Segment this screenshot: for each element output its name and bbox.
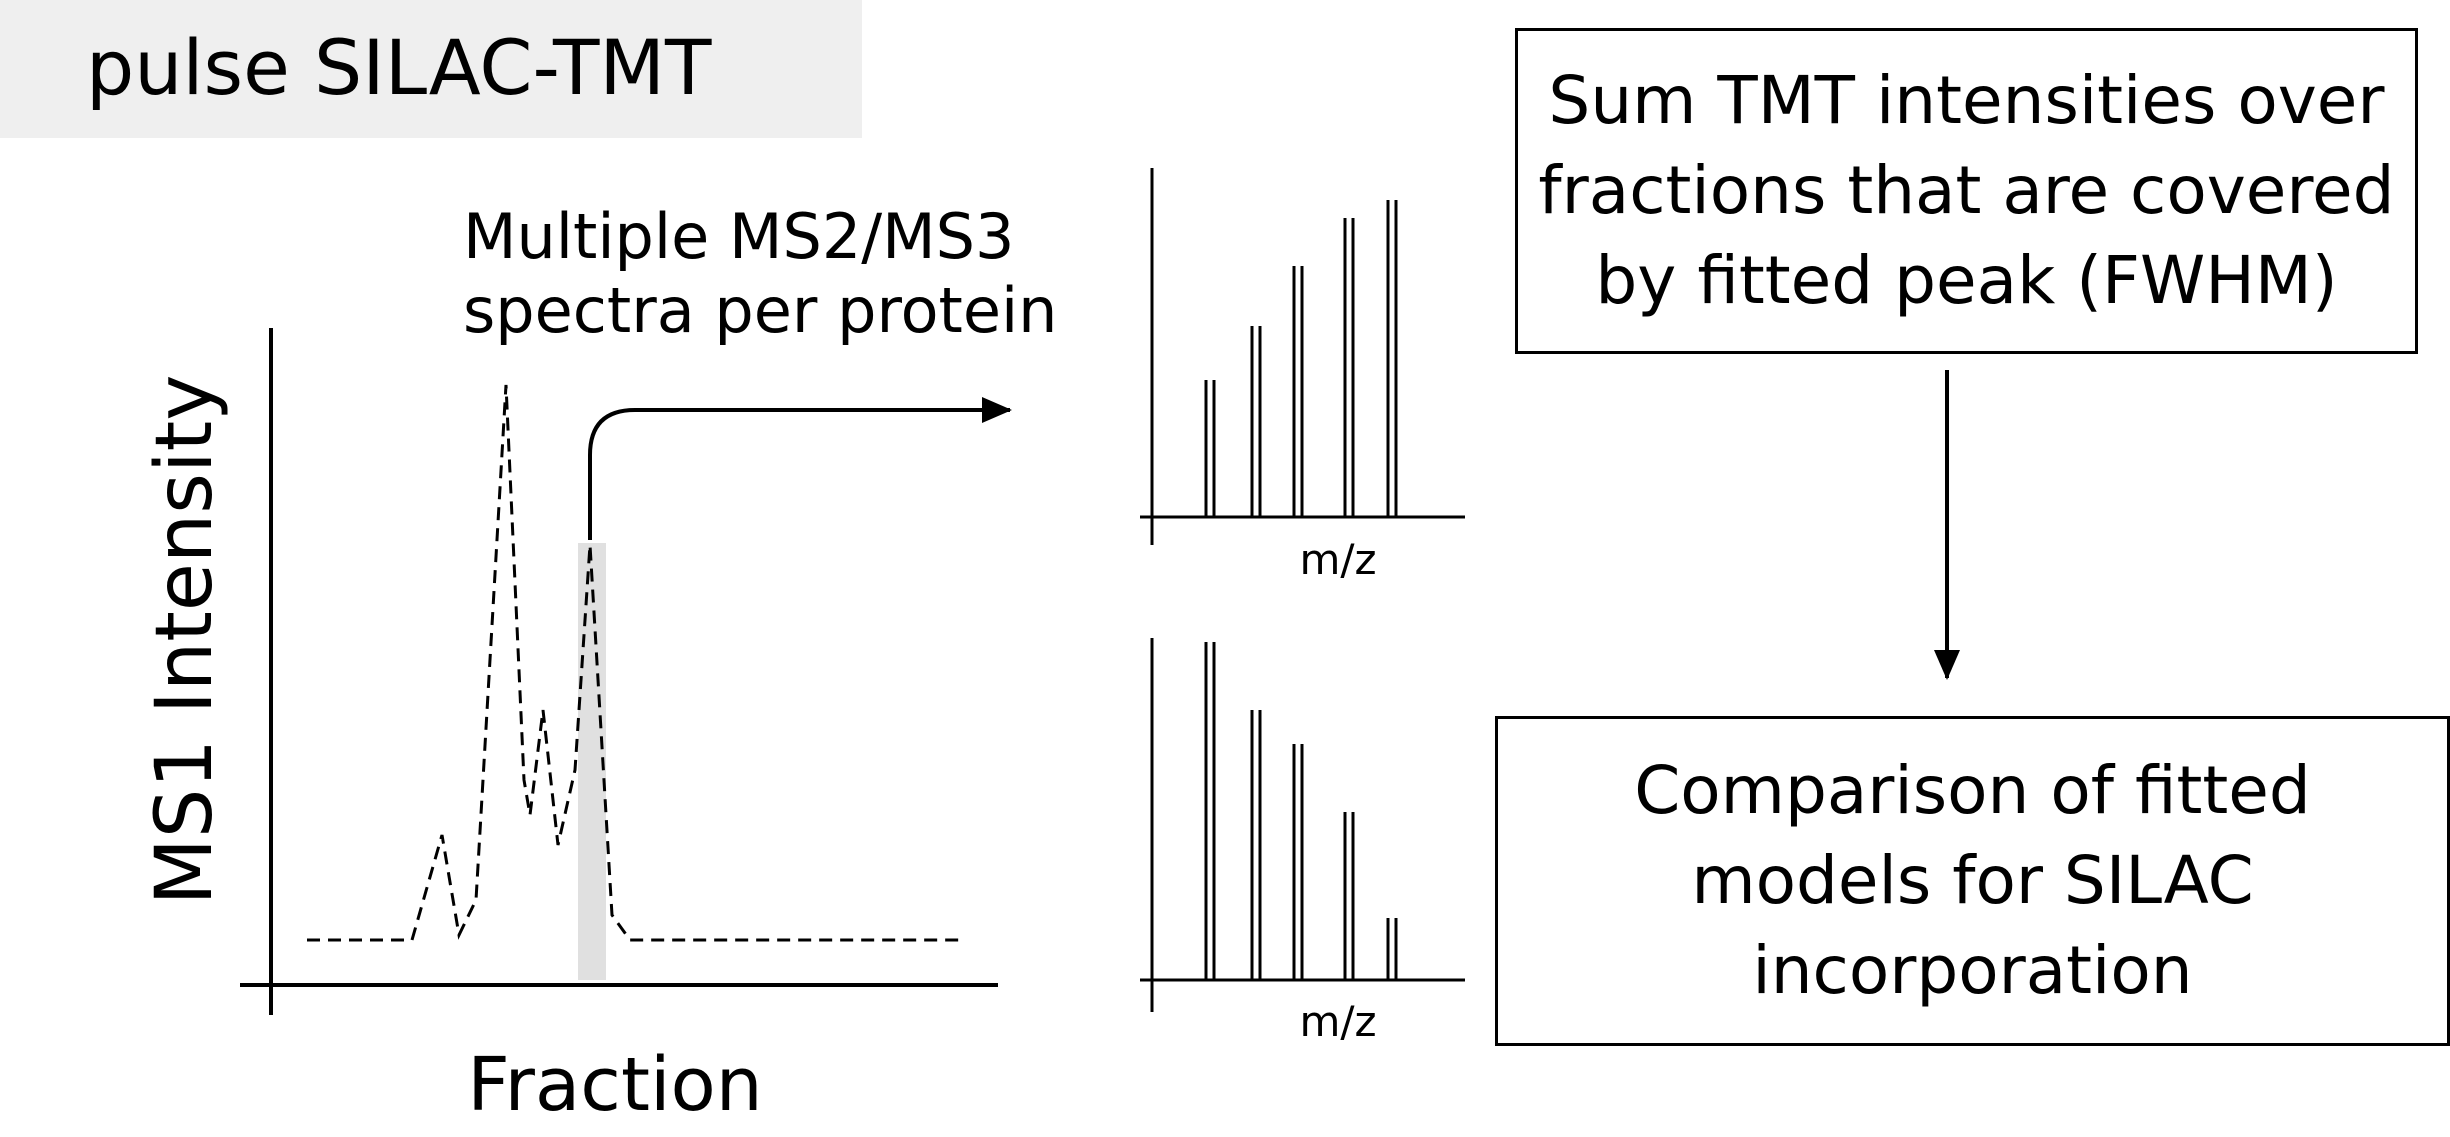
- comparison-box-line-2: models for SILAC: [1691, 842, 2254, 920]
- spectra-label: Multiple MS2/MS3 spectra per protein: [463, 200, 1113, 349]
- comparison-box-line-3: incorporation: [1752, 931, 2193, 1009]
- title-banner: pulse SILAC-TMT: [0, 0, 862, 138]
- spectra-label-line-2: spectra per protein: [463, 274, 1058, 348]
- spectra-label-line-1: Multiple MS2/MS3: [463, 200, 1015, 273]
- selected-fraction-band: [578, 543, 606, 980]
- sum-box-line-3: by fitted peak (FWHM): [1595, 241, 2338, 319]
- chromatogram-axes: [240, 328, 998, 1015]
- comparison-box-line-1: Comparison of fitted: [1634, 752, 2311, 830]
- spectrum-1-peaks: [1204, 200, 1398, 517]
- sum-box-line-2: fractions that are covered: [1538, 152, 2395, 230]
- diagram-title: pulse SILAC-TMT: [86, 23, 712, 112]
- ms1-elution-profile: [307, 384, 962, 942]
- comparison-box: Comparison of fitted models for SILAC in…: [1495, 716, 2450, 1046]
- y-axis-label: MS1 Intensity: [140, 374, 230, 906]
- spectra-arrow: [588, 397, 1012, 540]
- spectrum-2-axis-label: m/z: [1299, 997, 1377, 1046]
- sum-intensities-box: Sum TMT intensities over fractions that …: [1515, 28, 2418, 354]
- spectrum-2-peaks: [1204, 642, 1398, 980]
- sum-box-line-1: Sum TMT intensities over: [1548, 62, 2385, 140]
- spectrum-1-axis-label: m/z: [1299, 535, 1377, 584]
- x-axis-label: Fraction: [467, 1042, 763, 1128]
